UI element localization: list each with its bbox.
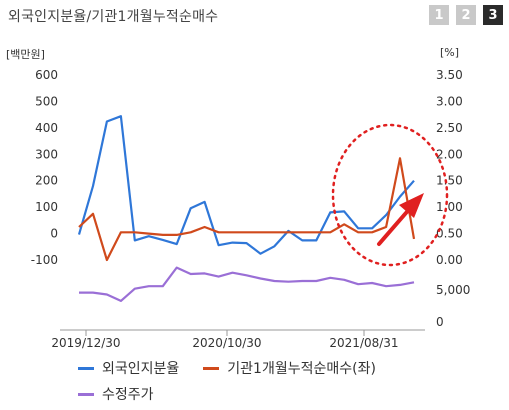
left-tick-label: 500 [35,94,58,108]
left-tick-label: -100 [31,253,58,267]
right-tick-label: 3.00 [436,94,463,108]
legend-swatch-institution [203,366,220,370]
legend: 외국인지분율 기관1개월누적순매수(좌) 수정주가 [78,358,376,410]
right-tick-label: 0.50 [436,227,463,241]
left-axis-ticks: 600 500 400 300 200 100 0 -100 [31,68,58,267]
chart-title: 외국인지분율/기관1개월누적순매수 [8,9,219,25]
tab-3[interactable]: 3 [483,5,503,25]
foreign-ownership-line [77,115,415,255]
arrow-shaft [377,204,414,246]
right-tick-label: 1.00 [436,200,463,214]
highlight-ellipse [331,123,449,267]
x-tick-label: 2019/12/30 [51,336,120,350]
price-tick-label: 0 [436,315,444,329]
annotation [331,123,449,267]
left-tick-label: 300 [35,147,58,161]
x-tick-label: 2021/08/31 [329,336,398,350]
tab-2[interactable]: 2 [456,5,476,25]
right-tick-label: 0.00 [436,253,463,267]
left-tick-label: 200 [35,174,58,188]
tab-group: 1 2 3 [429,5,503,25]
right-tick-label: 1.50 [436,174,463,188]
arrow-head [399,193,424,218]
right-axis-ticks: 3.50 3.00 2.50 2.00 1.50 1.00 0.50 0.00 [436,68,463,267]
legend-label-foreign: 외국인지분율 [102,361,180,377]
legend-item-price: 수정주가 [78,384,154,404]
price-tick-label: 5,000 [436,283,470,297]
legend-swatch-price [78,392,94,396]
left-tick-label: 400 [35,121,58,135]
left-tick-label: 100 [35,200,58,214]
institution-netbuy-line [78,157,416,262]
price-axis-ticks: 5,000 0 [436,283,470,329]
tab-1[interactable]: 1 [429,5,449,25]
legend-label-price: 수정주가 [102,387,154,403]
right-tick-label: 2.00 [436,147,463,161]
legend-label-institution: 기관1개월누적순매수(좌) [227,361,376,377]
left-tick-label: 0 [50,227,58,241]
left-tick-label: 600 [35,68,58,82]
right-axis-unit: [%] [440,46,460,59]
series-lines [77,115,416,302]
legend-item-institution: 기관1개월누적순매수(좌) [203,358,376,378]
legend-item-foreign: 외국인지분율 [78,358,179,378]
right-tick-label: 2.50 [436,121,463,135]
adjusted-price-line [79,266,415,302]
x-tick-label: 2020/10/30 [192,336,261,350]
legend-swatch-foreign [78,366,94,370]
left-axis-unit: [백만원] [6,48,45,61]
x-axis-ticks: 2019/12/30 2020/10/30 2021/08/31 [51,329,425,350]
right-tick-label: 3.50 [436,68,463,82]
